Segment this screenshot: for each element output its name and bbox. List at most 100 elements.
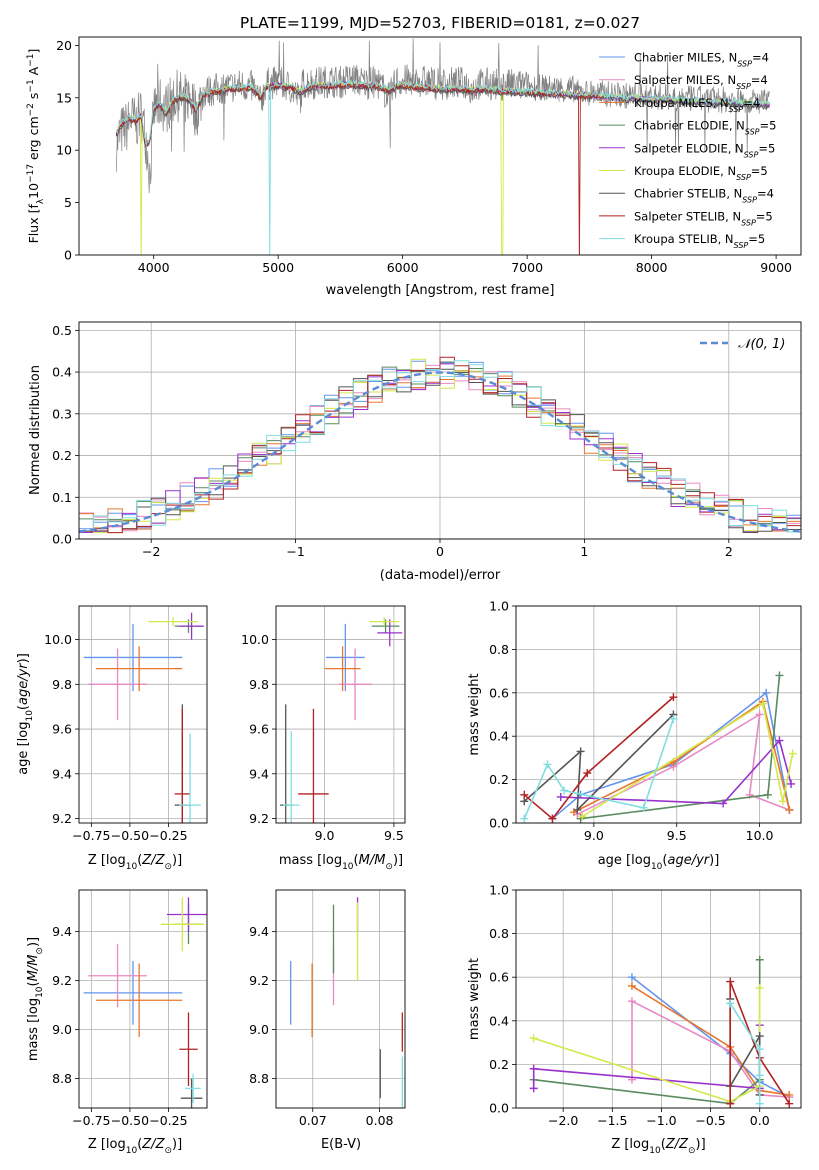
axes-frame: [275, 605, 406, 824]
weight-marker: [775, 736, 784, 745]
x-axis-label: wavelength [Angstrom, rest frame]: [326, 283, 555, 298]
legend-label: 𝒩(0, 1): [738, 337, 785, 352]
panel-residuals: −2 −1 0 1 2 0.0 0.1 0.2 0.3 0.4 0.5 𝒩(0, 1) (data-mo…: [28, 321, 802, 583]
tick-label-x: 1: [580, 544, 588, 559]
weight-marker: [560, 786, 569, 795]
panel-spectrum: 4000 5000 6000 7000 8000 9000 0 5 10 15 20 Chabrier…: [26, 36, 802, 298]
tick-label-x: −0.50: [111, 828, 149, 843]
errorbar-point: [282, 731, 300, 823]
tick-label-x: 8000: [636, 260, 668, 275]
legend-label: Kroupa MILES, NSSP=4: [634, 96, 760, 114]
tick-label-y: 9.8: [249, 677, 269, 692]
axes-frame: [275, 889, 406, 1109]
errorbar-point: [338, 648, 372, 721]
panel-age_vs_mass: 9.0 9.5 9.2 9.4 9.6 9.8 10.0 mass [log10(M/M⊙)]: [241, 605, 406, 872]
errorbar-point: [368, 617, 400, 627]
weight-marker: [576, 747, 585, 756]
tick-label-x: 9000: [760, 260, 792, 275]
panel-mass_vs_Z: −0.75 −0.50 −0.25 8.8 9.0 9.2 9.4 Z [log10(Z/Z⊙…: [26, 889, 208, 1156]
weight-marker: [755, 1032, 764, 1041]
tick-label-x: 10.0: [746, 828, 774, 843]
tick-label-y: 9.2: [249, 811, 269, 826]
errorbar-point: [179, 733, 201, 823]
tick-label-y: 0.8: [489, 642, 509, 657]
errorbar-point: [88, 648, 147, 721]
tick-label-y: 5: [64, 195, 72, 210]
weight-marker: [755, 1099, 764, 1108]
tick-label-x: 4000: [138, 260, 170, 275]
weight-line: [631, 985, 790, 1096]
weight-marker: [755, 1045, 764, 1054]
x-axis-label: Z [log10(Z/Z⊙)]: [88, 1137, 182, 1156]
weight-marker: [755, 955, 764, 964]
y-axis-label: mass [log10(M/M⊙)]: [26, 937, 45, 1061]
tick-label-y: 9.4: [52, 924, 72, 939]
tick-label-x: 9.0: [584, 828, 604, 843]
tick-label-y: 0.2: [489, 772, 509, 787]
y-axis-label: mass weight: [467, 958, 482, 1040]
tick-label-x: −1.5: [597, 1113, 627, 1128]
spectrum-legend: Chabrier MILES, NSSP=4 Salpeter MILES, NS…: [599, 51, 776, 250]
tick-label-y: 9.0: [249, 1022, 269, 1037]
tick-label-y: 0.2: [489, 1057, 509, 1072]
tick-label-y: 0.6: [489, 685, 509, 700]
weight-marker: [785, 805, 794, 814]
tick-label-y: 9.4: [52, 766, 72, 781]
x-axis-label: Z [log10(Z/Z⊙)]: [88, 853, 182, 872]
plot-area: [83, 612, 204, 823]
weight-marker: [583, 769, 592, 778]
weight-marker: [755, 984, 764, 993]
weight-marker: [556, 792, 565, 801]
errorbar-point: [174, 708, 191, 823]
tick-label-y: 1.0: [489, 599, 509, 614]
errorbar-point: [377, 619, 403, 647]
tick-label-y: 15: [56, 90, 72, 105]
weight-marker: [787, 779, 796, 788]
weight-marker: [548, 814, 557, 823]
errorbar-point: [83, 961, 183, 1025]
errorbar-point: [325, 623, 365, 692]
plot-area: [290, 897, 403, 1108]
weight-marker: [669, 693, 678, 702]
tick-label-y: 0.4: [52, 365, 72, 380]
tick-label-x: −0.25: [149, 1113, 187, 1128]
spectrum-model-line: [115, 81, 602, 255]
tick-label-x: 9.5: [667, 828, 687, 843]
weight-line: [523, 713, 674, 813]
x-axis-label: Z [log10(Z/Z⊙)]: [611, 1137, 705, 1156]
weight-marker: [578, 812, 587, 821]
plot-area: [520, 671, 797, 823]
tick-label-y: 1.0: [489, 883, 509, 898]
tick-label-y: 0.0: [489, 816, 509, 831]
weight-line: [581, 702, 794, 818]
tick-label-y: 9.4: [249, 766, 269, 781]
legend-label: Salpeter STELIB, NSSP=5: [634, 209, 773, 227]
tick-label-y: 0.1: [52, 490, 72, 505]
tick-label-y: 9.2: [52, 973, 72, 988]
tick-label-y: 8.8: [52, 1071, 72, 1086]
tick-label-y: 10: [56, 143, 72, 158]
tick-label-x: 0.0: [750, 1113, 770, 1128]
tick-label-x: 0.08: [366, 1113, 394, 1128]
weight-marker: [778, 797, 787, 806]
x-axis-label: (data-model)/error: [380, 568, 501, 583]
x-axis-label: E(B-V): [321, 1137, 361, 1152]
legend-label: Kroupa ELODIE, NSSP=5: [634, 164, 768, 182]
tick-label-y: 0.8: [489, 926, 509, 941]
tick-label-y: 9.2: [52, 811, 72, 826]
weight-marker: [520, 790, 529, 799]
weight-line: [533, 959, 761, 1105]
weight-marker: [726, 1099, 735, 1108]
errorbar-point: [160, 897, 204, 952]
tick-label-y: 0.4: [489, 729, 509, 744]
tick-label-x: 2: [725, 544, 733, 559]
tick-label-y: 10.0: [241, 632, 269, 647]
plot-area: [115, 38, 771, 255]
weight-marker: [529, 1034, 538, 1043]
weight-marker: [763, 790, 772, 799]
tick-label-x: 0: [436, 544, 444, 559]
axes-frame: [515, 889, 802, 1109]
spectrum-model-line: [115, 83, 770, 149]
errorbar-point: [88, 943, 147, 1008]
